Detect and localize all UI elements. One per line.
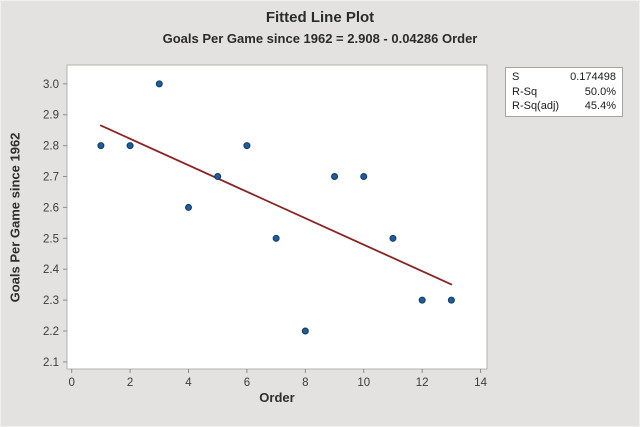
- data-point: [360, 173, 368, 181]
- stat-row-s: S 0.174498: [512, 71, 616, 84]
- fitted-line: [99, 124, 453, 286]
- x-tick-label: 4: [185, 377, 192, 389]
- data-point: [155, 80, 163, 88]
- x-tick-label: 14: [474, 377, 487, 389]
- y-tick-label: 2.5: [43, 233, 59, 245]
- stat-label: R-Sq: [512, 85, 538, 98]
- stat-value: 0.174498: [570, 71, 616, 84]
- x-tick-label: 2: [127, 377, 133, 389]
- regression-equation-subtitle: Goals Per Game since 1962 = 2.908 - 0.04…: [162, 31, 478, 46]
- chart-title: Fitted Line Plot: [265, 9, 375, 26]
- x-tick-label: 0: [68, 377, 74, 389]
- y-tick-label: 3.0: [43, 79, 59, 91]
- data-point: [389, 234, 397, 242]
- stat-row-rsq: R-Sq 50.0%: [512, 86, 616, 99]
- data-point: [214, 173, 222, 181]
- data-point: [272, 234, 280, 242]
- x-tick-label: 12: [416, 377, 429, 389]
- data-point: [243, 142, 251, 150]
- data-point: [126, 142, 134, 150]
- x-tick-label: 8: [302, 377, 308, 389]
- y-tick-label: 2.1: [43, 357, 59, 369]
- x-tick-label: 6: [244, 377, 250, 389]
- y-tick-label: 2.3: [43, 295, 59, 307]
- stat-label: R-Sq(adj): [512, 99, 560, 112]
- y-tick-label: 2.7: [43, 172, 59, 184]
- regression-stats-panel: S 0.174498 R-Sq 50.0% R-Sq(adj) 45.4%: [505, 67, 623, 117]
- x-axis-label: Order: [259, 390, 295, 405]
- y-tick-label: 2.9: [43, 110, 59, 122]
- data-point: [97, 142, 105, 150]
- plot-frame: [66, 64, 488, 370]
- x-tick-label: 10: [357, 377, 370, 389]
- y-tick-label: 2.2: [43, 326, 59, 338]
- y-tick-label: 2.4: [43, 264, 60, 276]
- stat-row-rsq-adj: R-Sq(adj) 45.4%: [512, 100, 616, 113]
- data-point: [418, 296, 426, 304]
- stat-value: 50.0%: [584, 85, 616, 98]
- y-tick-label: 2.6: [43, 202, 59, 214]
- data-point: [301, 327, 309, 335]
- stat-value: 45.4%: [584, 99, 616, 112]
- data-point: [185, 203, 193, 211]
- y-tick-label: 2.8: [43, 141, 59, 153]
- data-point: [331, 173, 339, 181]
- data-point: [447, 296, 455, 304]
- stat-label: S: [512, 71, 520, 84]
